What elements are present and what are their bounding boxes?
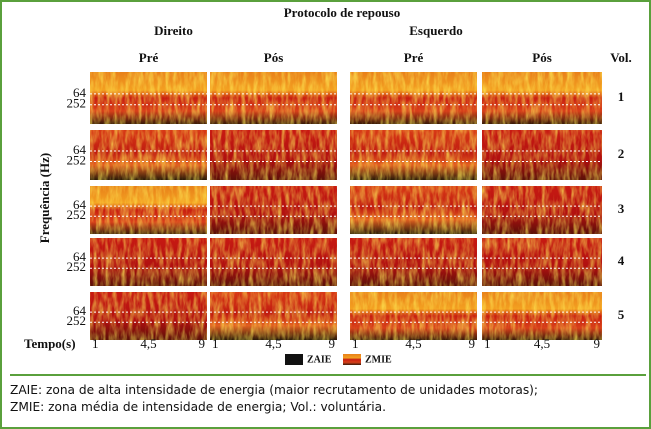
spectrogram-texture (210, 238, 337, 286)
row-header: Vol. (610, 50, 632, 65)
row-label: 3 (618, 201, 625, 216)
spectrogram-texture (350, 238, 477, 286)
x-tick-label: 9 (594, 336, 601, 351)
column-label: Pós (532, 50, 552, 65)
caption: ZAIE: zona de alta intensidade de energi… (10, 374, 646, 416)
spectrogram-texture (210, 292, 337, 340)
spectrogram-texture (482, 130, 602, 180)
row-label: 1 (618, 89, 625, 104)
y-axis-label: Frequência (Hz) (37, 153, 52, 243)
y-tick-label: 64 (73, 249, 87, 264)
legend-swatch (343, 354, 361, 365)
row-label: 5 (618, 307, 625, 322)
x-tick-label: 4,5 (265, 336, 281, 351)
y-tick-label: 252 (67, 313, 87, 328)
column-label: Pré (404, 50, 424, 65)
y-tick-label: 252 (67, 152, 87, 167)
x-tick-label: 1 (212, 336, 219, 351)
figure: Protocolo de repouso Vol. Frequência (Hz… (24, 5, 632, 365)
legend-label: ZMIE (365, 354, 392, 365)
x-tick-label: 1 (352, 336, 359, 351)
y-tick-label: 64 (73, 142, 87, 157)
caption-line: ZMIE: zona média de intensidade de energ… (10, 400, 386, 414)
column-label: Pré (139, 50, 159, 65)
caption-line: ZAIE: zona de alta intensidade de energi… (10, 383, 539, 397)
y-tick-label: 64 (73, 85, 87, 100)
legend-label: ZAIE (307, 354, 332, 365)
spectrogram-texture (482, 72, 602, 124)
y-tick-label: 64 (73, 197, 87, 212)
spectrogram-texture (90, 72, 207, 124)
spectrogram-texture (90, 238, 207, 286)
spectrogram-texture (350, 72, 477, 124)
spectrogram-texture (210, 186, 337, 234)
spectrogram-texture (482, 186, 602, 234)
spectrogram-texture (90, 292, 207, 340)
column-label: Pós (264, 50, 284, 65)
y-tick-label: 64 (73, 303, 87, 318)
x-tick-label: 4,5 (140, 336, 156, 351)
y-tick-label: 252 (67, 207, 87, 222)
spectrogram-texture (210, 130, 337, 180)
group-label: Direito (154, 23, 193, 38)
spectrogram-texture (90, 130, 207, 180)
spectrogram-texture (482, 238, 602, 286)
row-label: 2 (618, 146, 625, 161)
y-tick-label: 252 (67, 259, 87, 274)
y-tick-label: 252 (67, 96, 87, 111)
x-axis-label: Tempo(s) (24, 336, 76, 351)
spectrogram-texture (90, 186, 207, 234)
x-tick-label: 1 (484, 336, 491, 351)
spectrogram-texture (350, 130, 477, 180)
spectrogram-texture (350, 186, 477, 234)
x-tick-label: 4,5 (405, 336, 421, 351)
group-label: Esquerdo (409, 23, 462, 38)
x-tick-label: 1 (92, 336, 99, 351)
legend-swatch (285, 354, 303, 365)
x-tick-label: 4,5 (534, 336, 550, 351)
x-tick-label: 9 (469, 336, 476, 351)
x-tick-label: 9 (199, 336, 206, 351)
figure-title: Protocolo de repouso (284, 5, 401, 20)
spectrogram-texture (482, 292, 602, 340)
spectrogram-texture (210, 72, 337, 124)
row-label: 4 (618, 253, 625, 268)
spectrogram-texture (350, 292, 477, 340)
x-tick-label: 9 (329, 336, 336, 351)
